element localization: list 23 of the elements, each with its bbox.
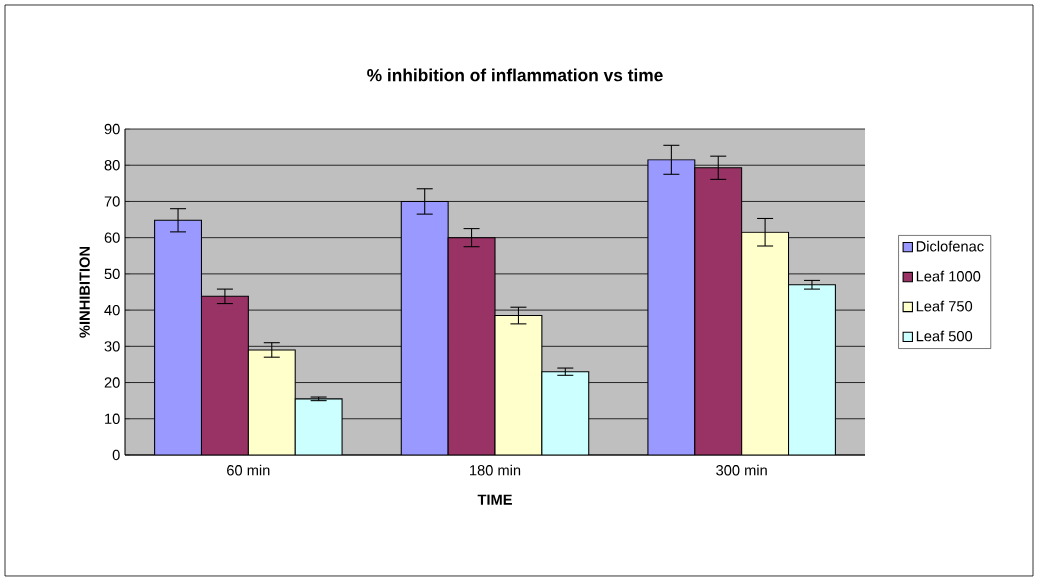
y-tick-label: 40 — [104, 304, 120, 316]
y-tick-label: 90 — [104, 123, 120, 135]
x-tick-label: 180 min — [470, 464, 521, 476]
bar — [694, 167, 743, 455]
y-tick-label: 60 — [104, 232, 120, 243]
y-tick-label: 50 — [104, 268, 120, 280]
bar — [200, 295, 249, 455]
x-axis-title: TIME — [477, 494, 512, 505]
x-tick-label: 60 min — [227, 464, 270, 476]
legend-label: Leaf 1000 — [916, 270, 981, 282]
bar — [447, 237, 496, 455]
y-tick-label: 10 — [105, 413, 120, 424]
y-tick-label: 30 — [104, 341, 120, 352]
legend-label: Leaf 750 — [916, 300, 973, 312]
y-tick-label: 80 — [104, 160, 120, 171]
legend-label: Leaf 500 — [916, 330, 973, 342]
chart-title: % inhibition of inflammation vs time — [367, 68, 663, 82]
y-tick-label: 0 — [112, 449, 120, 461]
x-tick-label: 300 min — [716, 464, 767, 476]
y-tick-label: 20 — [104, 377, 120, 388]
legend-label: Diclofenac — [916, 240, 984, 252]
y-tick-label: 70 — [104, 196, 120, 207]
y-axis-title: %INHIBITION — [79, 246, 90, 338]
